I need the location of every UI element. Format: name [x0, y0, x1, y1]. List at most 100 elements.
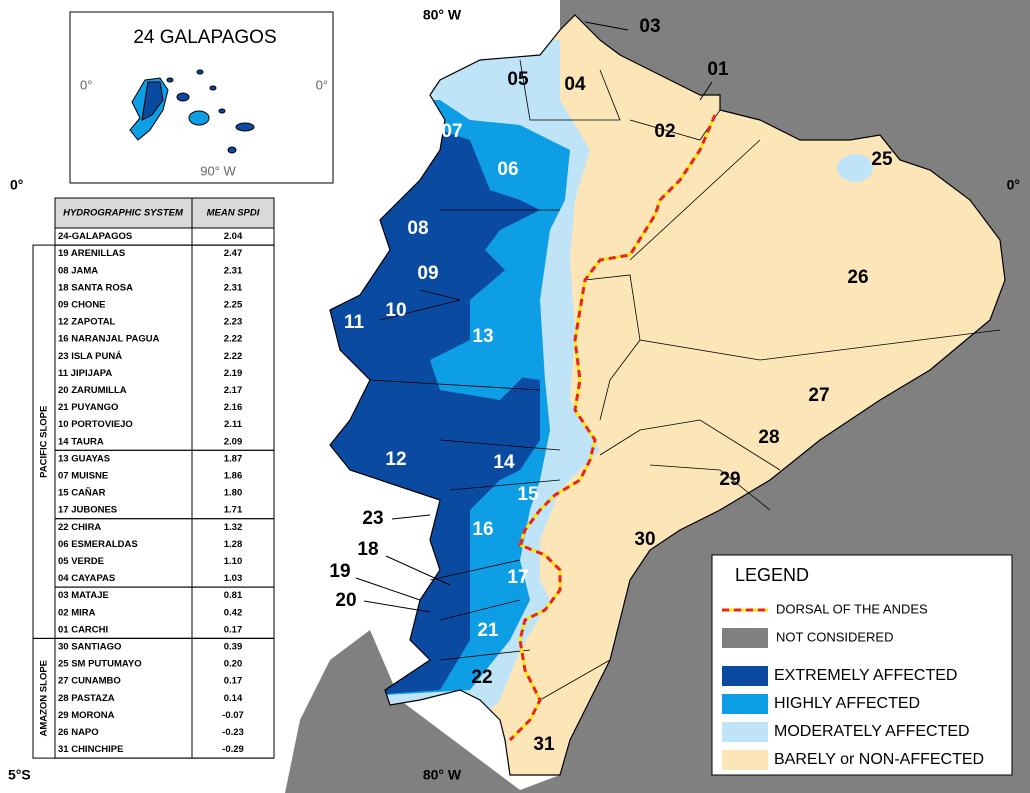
region-label: 02	[654, 121, 675, 142]
legend-label: HIGHLY AFFECTED	[774, 695, 920, 712]
inset-frame	[69, 11, 334, 184]
table-cell: 2.04	[224, 231, 243, 242]
table-cell: 16 NARANJAL PAGUA	[58, 334, 160, 345]
table-group-frame	[32, 637, 275, 759]
table-cell: 0.39	[224, 641, 243, 652]
region-label: 08	[407, 218, 428, 239]
inset-coord: 90° W	[200, 163, 236, 178]
table-cell: 07 MUISNE	[58, 470, 108, 481]
table-cell: 15 CAÑAR	[58, 488, 106, 499]
region-label: 18	[357, 539, 378, 560]
table-header: HYDROGRAPHIC SYSTEM	[63, 208, 184, 219]
legend-label: EXTREMELY AFFECTED	[774, 667, 957, 684]
galapagos-islands	[129, 69, 255, 154]
region-label: 29	[719, 469, 740, 490]
table-cell: 1.10	[224, 556, 243, 567]
legend-label: MODERATELY AFFECTED	[774, 723, 970, 740]
andes-line	[508, 114, 717, 742]
inset: 24 GALAPAGOS 0° 0° 90° W	[69, 11, 334, 184]
table-cell: 2.11	[224, 419, 243, 430]
table-cell: 1.28	[224, 539, 243, 550]
table-cell: 0.14	[224, 693, 243, 704]
region-label: 25	[871, 149, 893, 170]
table-group-label: AMAZON SLOPE	[39, 660, 50, 737]
table-cell: 2.22	[224, 351, 243, 362]
coord-label: 80° W	[423, 7, 462, 23]
region-label: 16	[472, 519, 493, 540]
legend-swatch	[722, 666, 768, 686]
table-cell: 1.87	[224, 453, 243, 464]
table-cell: 0.42	[224, 607, 243, 618]
table-header-bg	[54, 197, 275, 229]
table-cell: 2.17	[224, 385, 243, 396]
region-label: 03	[639, 16, 660, 37]
region-label: 11	[344, 312, 365, 333]
table-cell: 30 SANTIAGO	[58, 641, 121, 652]
table-cell: 2.31	[224, 265, 243, 276]
legend: LEGEND DORSAL OF THE ANDES NOT CONSIDERED E…	[711, 554, 1013, 776]
table-cell: 03 MATAJE	[58, 590, 109, 601]
table-header: MEAN SPDI	[207, 208, 260, 219]
coord-label: 80° W	[423, 767, 462, 783]
region-label: 01	[707, 59, 729, 80]
table-cell: 2.16	[224, 402, 243, 413]
region-label: 17	[507, 567, 528, 588]
table-cell: -0.23	[222, 727, 244, 738]
region-label: 21	[477, 620, 499, 641]
table-cell: 2.09	[224, 436, 243, 447]
table-cell: 04 CAYAPAS	[58, 573, 115, 584]
table-cell: 25 SM PUTUMAYO	[58, 659, 142, 670]
region-label: 19	[329, 561, 350, 582]
table-cell: 11 JIPIJAPA	[58, 368, 112, 379]
table-cell: 24-GALAPAGOS	[58, 231, 132, 242]
region-label: 10	[385, 300, 406, 321]
region-label: 09	[417, 263, 438, 284]
region-label: 13	[472, 326, 493, 347]
table-cell: 21 PUYANGO	[58, 402, 118, 413]
table-cell: 2.19	[224, 368, 243, 379]
table-cell: 27 CUNAMBO	[58, 676, 121, 687]
table-cell: 08 JAMA	[58, 265, 98, 276]
region-label: 06	[497, 159, 518, 180]
legend-title: LEGEND	[735, 565, 809, 585]
table-cell: 2.25	[224, 299, 243, 310]
coord-label: 5°S	[8, 767, 31, 783]
table-cell: 01 CARCHI	[58, 624, 108, 635]
table-cell: 26 NAPO	[58, 727, 99, 738]
table-cell: 19 ARENILLAS	[58, 248, 125, 259]
coordinates: 80° W 80° W 0° 0° 5°S	[8, 7, 1020, 783]
region-label: 20	[335, 590, 356, 611]
region-label: 15	[517, 484, 539, 505]
table-cell: 0.20	[224, 659, 243, 670]
region-label: 07	[441, 121, 462, 142]
table-cell: 05 VERDE	[58, 556, 104, 567]
table-cell: 0.17	[224, 676, 243, 687]
table-cell: 23 ISLA PUNÁ	[58, 351, 122, 362]
coord-label: 0°	[1007, 177, 1020, 193]
table-cell: 0.17	[224, 624, 243, 635]
region-label: 22	[471, 667, 492, 688]
table-cell: 31 CHINCHIPE	[58, 744, 123, 755]
zone-high	[430, 300, 540, 400]
region-label: 31	[533, 734, 555, 755]
region-label: 23	[362, 508, 383, 529]
table-cell: 14 TAURA	[58, 436, 104, 447]
table-cell: 12 ZAPOTAL	[58, 317, 116, 328]
spdi-table: HYDROGRAPHIC SYSTEM MEAN SPDI 24-GALAPAGOS…	[32, 197, 275, 759]
region-label: 28	[758, 427, 779, 448]
region-label: 27	[808, 385, 829, 406]
region-label: 04	[564, 74, 586, 95]
table-cell: 1.03	[224, 573, 243, 584]
region-label: 05	[507, 69, 529, 90]
leader-lines	[355, 21, 713, 613]
table-cell: 2.22	[224, 334, 243, 345]
table-cell: 13 GUAYAS	[58, 453, 110, 464]
region-label: 14	[493, 452, 515, 473]
legend-swatch	[722, 628, 768, 648]
region-label: 12	[385, 449, 406, 470]
region-label: 26	[847, 267, 868, 288]
table-cell: 2.47	[224, 248, 243, 259]
table-cell: 18 SANTA ROSA	[58, 282, 133, 293]
